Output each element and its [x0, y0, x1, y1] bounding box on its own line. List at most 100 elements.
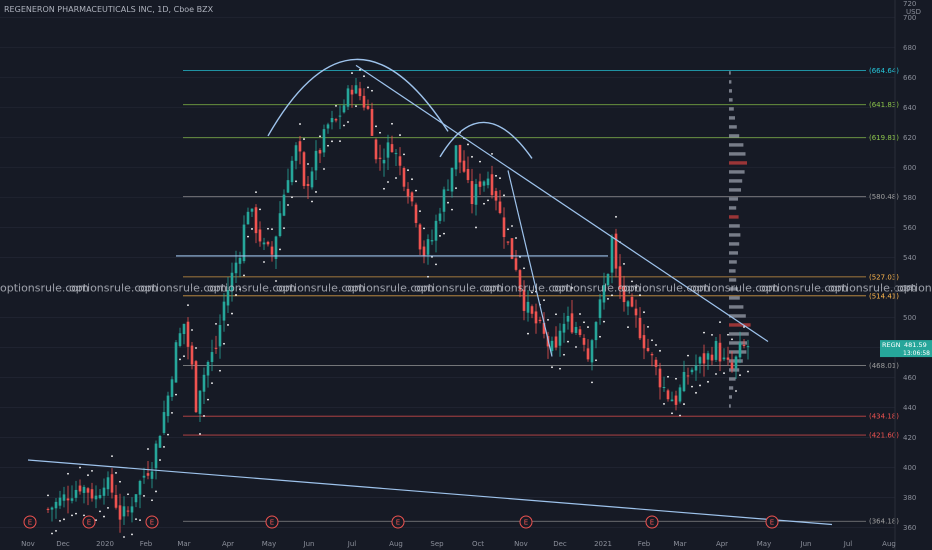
- y-tick-500: 500: [903, 314, 916, 322]
- candle-body-55: [266, 241, 270, 245]
- sar-dot-169: [723, 372, 725, 375]
- sar-dot-145: [627, 326, 629, 329]
- sar-dot-148: [639, 294, 641, 296]
- candle-body-19: [122, 506, 126, 517]
- volume-profile-row-29: [729, 332, 749, 336]
- sar-dot-173: [739, 374, 741, 377]
- candle-body-77: [354, 85, 358, 94]
- sar-dot-36: [191, 329, 193, 331]
- earnings-marker-2: [145, 515, 159, 529]
- level-label-5: (514.41): [869, 292, 899, 300]
- y-tick-520: 520: [903, 284, 916, 292]
- sar-dot-164: [703, 331, 705, 334]
- candle-body-167: [714, 340, 718, 360]
- sar-dot-110: [487, 199, 489, 202]
- candle-body-88: [398, 156, 402, 166]
- sar-dot-61: [291, 196, 293, 199]
- sar-dot-111: [491, 152, 493, 155]
- earnings-marker-label-6: E: [650, 519, 654, 527]
- sar-dot-18: [119, 480, 121, 483]
- candle-body-76: [350, 89, 354, 95]
- candle-body-124: [542, 322, 546, 334]
- y-tick-700: 700: [903, 14, 916, 22]
- parabolic-sar: [47, 68, 749, 538]
- y-tick-580: 580: [903, 194, 916, 202]
- y-tick-400: 400: [903, 464, 916, 472]
- sar-dot-150: [647, 325, 649, 328]
- sar-dot-137: [595, 359, 597, 362]
- candle-body-8: [78, 485, 82, 492]
- chart-title: REGENERON PHARMACEUTICALS INC, 1D, Cboe …: [4, 5, 214, 14]
- sar-dot-156: [671, 412, 673, 415]
- sar-dot-132: [575, 346, 577, 348]
- candle-body-155: [666, 390, 670, 400]
- sar-dot-82: [375, 125, 377, 128]
- sar-dot-144: [623, 263, 625, 265]
- candle-body-84: [382, 159, 386, 164]
- volume-profile-row-6: [729, 125, 737, 129]
- level-label-8: (421.60): [869, 432, 899, 440]
- sar-dot-75: [347, 121, 349, 123]
- watermark-text-11: optionsrule.com: [759, 281, 848, 294]
- watermark-text-10: optionsrule.com: [690, 281, 779, 294]
- candle-body-68: [318, 150, 322, 154]
- candle-body-10: [86, 488, 90, 493]
- sar-dot-146: [631, 280, 633, 283]
- sar-dot-133: [579, 313, 581, 315]
- candle-body-75: [346, 88, 350, 107]
- candle-body-4: [62, 494, 66, 501]
- sar-dot-32: [175, 393, 177, 396]
- sar-dot-54: [263, 261, 265, 263]
- sar-dot-10: [87, 474, 89, 477]
- sar-dot-22: [135, 518, 137, 521]
- candle-body-126: [550, 340, 554, 351]
- sar-dot-0: [47, 494, 49, 497]
- earnings-marker-4: [391, 515, 405, 529]
- watermark-text-2: optionsrule.com: [138, 281, 227, 294]
- sar-dot-59: [283, 227, 285, 230]
- sar-dot-167: [715, 373, 717, 375]
- candle-body-62: [294, 145, 298, 161]
- sar-dot-78: [359, 68, 361, 71]
- sar-dot-21: [131, 533, 133, 536]
- sar-dot-174: [743, 326, 745, 328]
- candle-body-139: [602, 285, 606, 303]
- x-tick-1: Dec: [56, 540, 70, 548]
- sar-dot-99: [443, 232, 445, 235]
- volume-profile-row-4: [729, 107, 734, 111]
- x-tick-12: Nov: [514, 540, 528, 548]
- candle-body-95: [426, 239, 430, 255]
- sar-dot-9: [83, 514, 85, 517]
- volume-profile-row-0: [729, 71, 731, 75]
- candle-body-173: [738, 342, 742, 358]
- sar-dot-106: [471, 155, 473, 158]
- candle-body-71: [330, 118, 334, 123]
- sar-dot-12: [95, 519, 97, 522]
- sar-dot-114: [503, 194, 505, 197]
- sar-dot-77: [355, 105, 357, 108]
- candle-body-123: [538, 319, 542, 322]
- sar-dot-92: [415, 189, 417, 192]
- sar-dot-80: [367, 86, 369, 89]
- volume-profile-row-19: [729, 242, 740, 246]
- sar-dot-24: [143, 495, 145, 497]
- candle-body-6: [70, 498, 74, 501]
- candle-body-70: [326, 124, 330, 129]
- candle-body-138: [598, 299, 602, 318]
- candle-body-57: [274, 236, 278, 259]
- x-tick-16: Mar: [673, 540, 686, 548]
- watermark: optionsrule.comoptionsrule.comoptionsrul…: [0, 281, 932, 294]
- candles: [46, 77, 750, 533]
- sar-dot-117: [515, 237, 517, 239]
- sar-dot-119: [523, 267, 525, 270]
- candle-body-9: [82, 486, 86, 493]
- sar-dot-155: [667, 375, 669, 378]
- sar-dot-172: [735, 390, 737, 392]
- sar-dot-39: [203, 415, 205, 417]
- trend-line-2: [507, 170, 553, 357]
- watermark-text-9: optionsrule.com: [621, 281, 710, 294]
- volume-profile-row-2: [729, 89, 732, 93]
- x-tick-5: Apr: [222, 540, 234, 548]
